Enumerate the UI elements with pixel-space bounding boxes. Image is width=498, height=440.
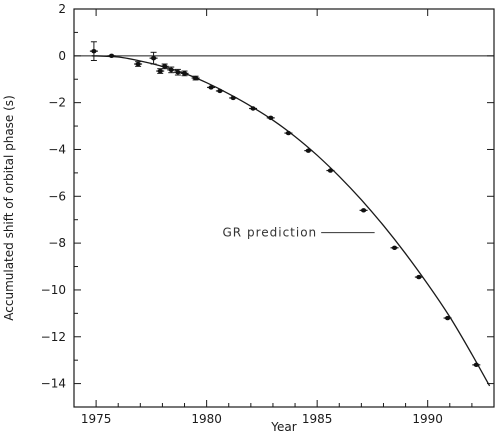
data-points [89,41,481,368]
data-point [191,75,200,81]
point-marker [305,148,311,153]
data-point [249,106,258,111]
data-point [326,168,335,173]
point-marker [192,75,199,81]
data-point [472,362,481,368]
x-tick-labels: 1975 1980 1985 1990 [81,412,443,426]
point-marker [157,68,163,74]
gr-prediction-curve [91,55,491,387]
data-point [207,85,216,90]
data-point [173,68,182,76]
data-point [134,61,143,67]
point-marker [108,53,115,59]
y-tick-label: −12 [41,330,66,344]
y-tick-label: 0 [58,49,66,63]
data-point [160,63,169,70]
data-point [107,53,116,59]
point-marker [181,71,188,76]
data-point [156,68,165,74]
data-point [167,66,176,74]
data-point [89,41,98,62]
point-marker [135,61,141,67]
point-marker [175,70,181,75]
plot-frame [73,8,495,408]
data-point [304,148,313,153]
y-axis-title: Accumulated shift of orbital phase (s) [2,95,16,320]
data-point [390,245,399,250]
data-point [229,95,238,101]
y-tick-label: −10 [41,283,66,297]
data-point [359,208,368,213]
data-point [284,130,293,136]
point-marker [91,48,97,54]
point-marker [250,106,256,111]
y-tick-label: −8 [48,236,66,250]
point-marker [391,245,398,250]
point-marker [217,88,223,94]
point-marker [416,274,422,280]
data-point [414,274,423,280]
data-point [443,315,452,321]
point-marker [360,208,367,213]
x-tick-label: 1985 [302,412,333,426]
point-marker [150,55,157,61]
x-tick-label: 1990 [412,412,443,426]
data-point [215,88,224,94]
data-point [149,51,158,65]
y-tick-label: 2 [58,2,66,16]
point-marker [168,67,174,73]
point-marker [327,168,334,173]
x-tick-label: 1975 [81,412,112,426]
y-tick-label: −14 [41,377,66,391]
data-point [266,115,275,121]
axis-ticks [73,8,495,407]
data-point [180,70,189,77]
point-marker [162,64,168,69]
point-marker [268,115,274,121]
y-tick-labels: 2 0 −2 −4 −6 −8 −10 −12 −14 [41,2,66,391]
point-marker [444,315,451,321]
gr-prediction-label: GR prediction [223,226,318,240]
y-tick-label: −6 [48,189,66,203]
point-marker [208,85,214,90]
y-tick-label: −2 [48,96,66,110]
point-marker [285,130,292,136]
y-tick-label: −4 [48,142,66,156]
point-marker [230,95,236,101]
x-axis-title: Year [270,420,296,434]
point-marker [473,362,479,368]
x-tick-label: 1980 [191,412,222,426]
